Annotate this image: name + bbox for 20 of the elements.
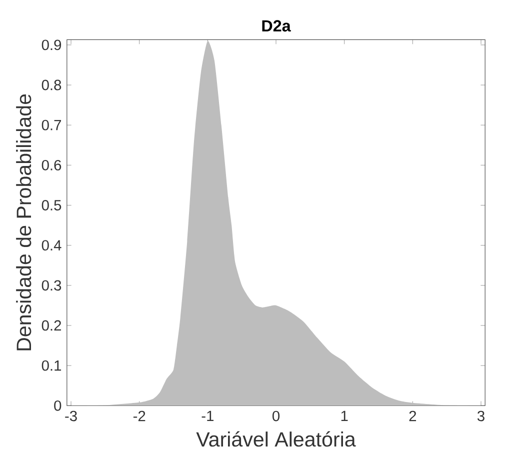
x-tick-label: 1 bbox=[341, 410, 348, 421]
x-tick-label: -1 bbox=[202, 410, 214, 421]
y-axis-title: Densidade de Probabilidade bbox=[16, 94, 32, 350]
x-tick-label: 0 bbox=[272, 410, 280, 422]
x-tick-label: 2 bbox=[409, 410, 416, 421]
y-tick-label: 0.3 bbox=[42, 280, 62, 290]
y-tick-label: 0.7 bbox=[42, 120, 61, 130]
y-tick-label: 0.1 bbox=[42, 360, 62, 371]
x-tick-label: -3 bbox=[65, 410, 77, 422]
y-tick-label: 0.2 bbox=[42, 320, 61, 330]
x-axis-title: Variável Aleatória bbox=[196, 431, 356, 446]
y-tick-label: 0.4 bbox=[42, 240, 62, 250]
y-tick-label: 0.6 bbox=[42, 160, 62, 170]
y-tick-label: 0.5 bbox=[42, 200, 62, 210]
y-tick-label: 0 bbox=[54, 400, 62, 411]
x-tick-label: -2 bbox=[133, 410, 146, 421]
y-tick-label: 0.9 bbox=[42, 40, 62, 50]
x-tick-label: 3 bbox=[477, 410, 484, 422]
y-tick-label: 0.8 bbox=[42, 80, 62, 90]
chart-title: D2a bbox=[262, 20, 291, 32]
